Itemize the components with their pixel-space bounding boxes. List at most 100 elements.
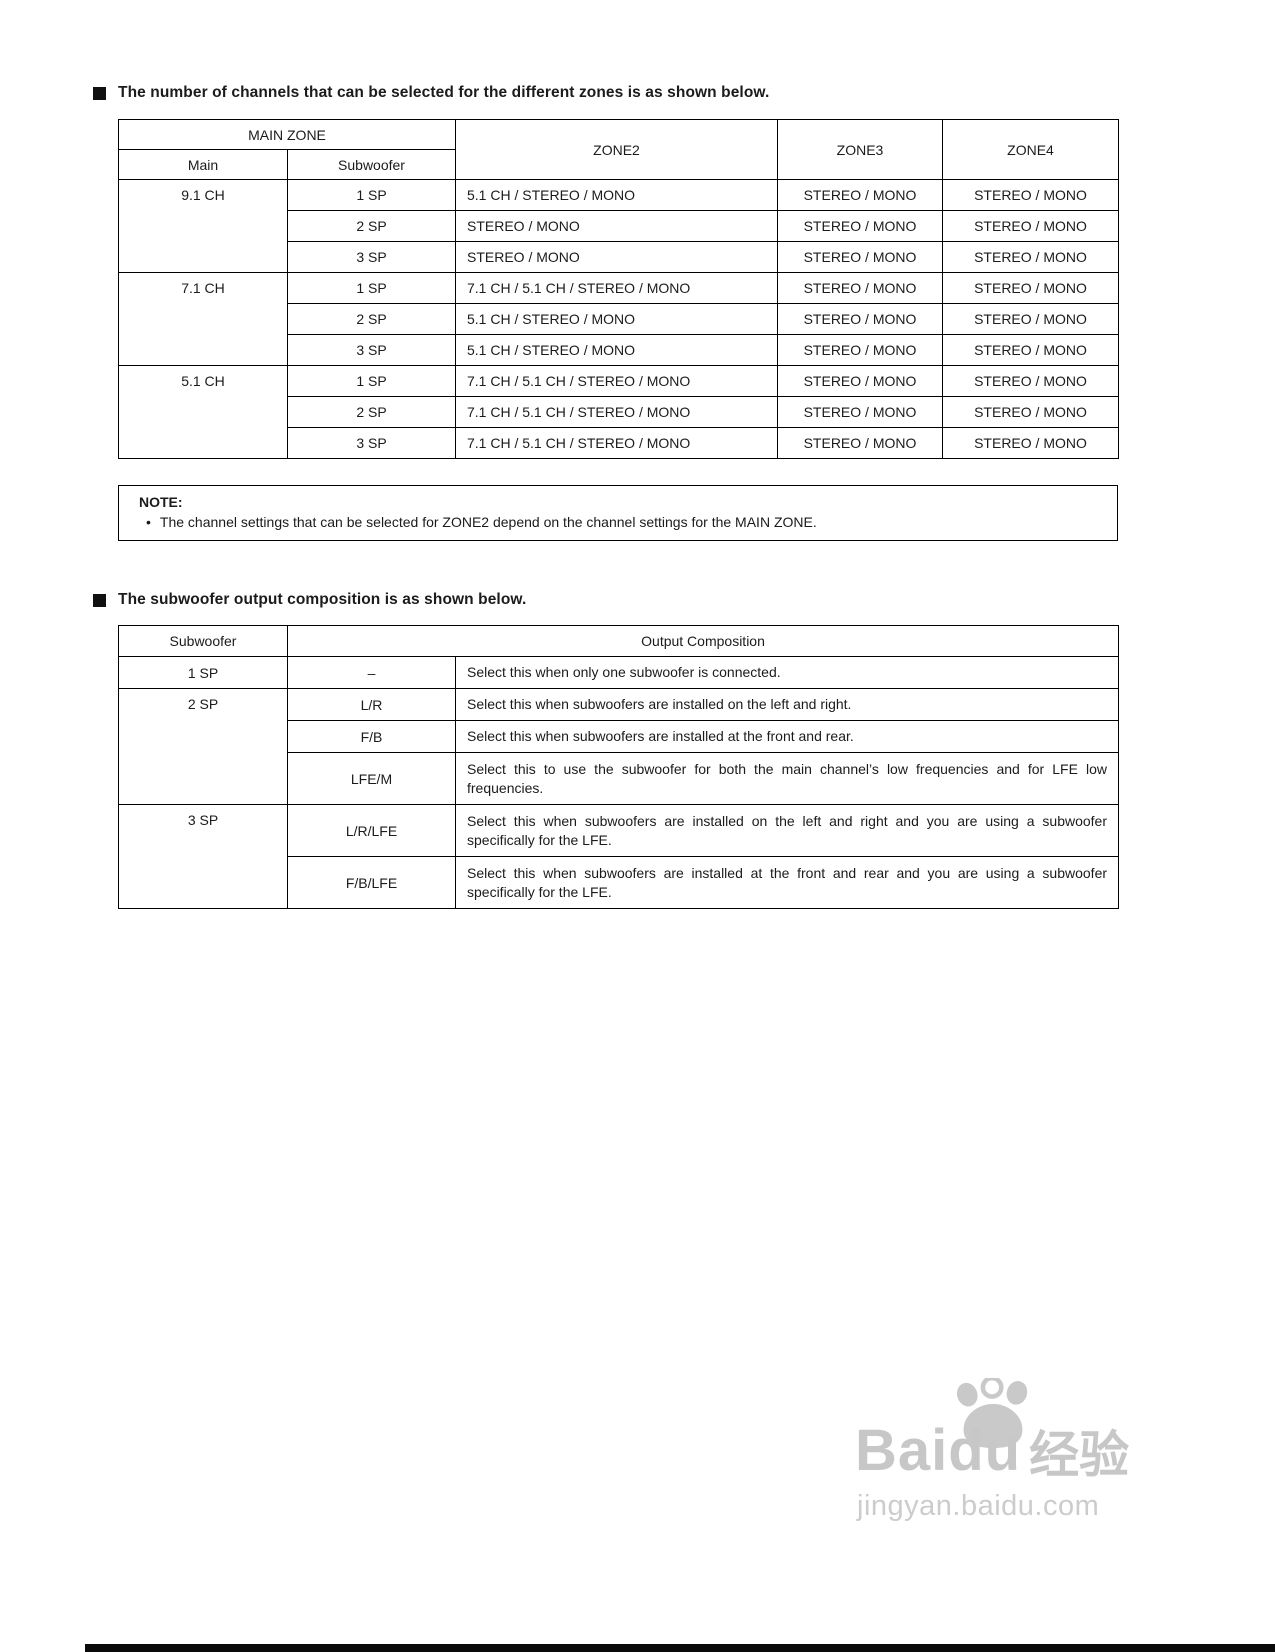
cell-zone2: 7.1 CH / 5.1 CH / STEREO / MONO [455,396,778,428]
cell-zone2: STEREO / MONO [455,241,778,273]
cell-zone3: STEREO / MONO [777,365,943,397]
col-header-zone3: ZONE3 [777,119,943,180]
cell-mode: L/R/LFE [287,804,456,857]
col-header-subwoofer: Subwoofer [287,149,456,180]
cell-main-channel: 7.1 CH [118,272,288,366]
cell-subwoofer-count: 2 SP [287,396,456,428]
table-row: 2 SP STEREO / MONO STEREO / MONO STEREO … [119,210,1119,242]
section-heading-subwoofer-text: The subwoofer output composition is as s… [118,591,527,608]
cell-description: Select this when subwoofers are installe… [454,804,1120,857]
cell-subwoofer-count: 2 SP [118,688,288,805]
cell-mode: F/B/LFE [287,856,456,909]
table-row: 3 SP 7.1 CH / 5.1 CH / STEREO / MONO STE… [119,427,1119,459]
cell-zone3: STEREO / MONO [777,396,943,428]
cell-description: Select this when subwoofers are installe… [454,688,1120,721]
cell-zone4: STEREO / MONO [942,427,1119,459]
cell-subwoofer-count: 1 SP [287,179,456,211]
subwoofer-table-header: Subwoofer Output Composition [118,625,1120,657]
subwoofer-table: Subwoofer Output Composition 1 SP – Sele… [118,625,1120,909]
cell-zone2: 7.1 CH / 5.1 CH / STEREO / MONO [455,427,778,459]
cell-description: Select this when subwoofers are installe… [454,720,1120,753]
cell-mode: LFE/M [287,752,456,805]
cell-zone2: 5.1 CH / STEREO / MONO [455,303,778,335]
cell-mode: – [287,656,456,689]
table-row: F/B Select this when subwoofers are inst… [119,720,1120,753]
bullet-icon: • [146,514,151,530]
square-bullet-icon [93,593,106,607]
table-row: 2 SP 7.1 CH / 5.1 CH / STEREO / MONO STE… [119,396,1119,428]
note-bullet-text: The channel settings that can be selecte… [159,514,817,530]
baidu-jingyan-cjk-text: 经验 [1029,1427,1130,1483]
section-heading-subwoofer: The subwoofer output composition is as s… [93,591,1118,609]
cell-zone2: 7.1 CH / 5.1 CH / STEREO / MONO [455,272,778,304]
cell-zone3: STEREO / MONO [777,334,943,366]
col-header-zone2: ZONE2 [455,119,778,180]
table-row: 2 SP L/R Select this when subwoofers are… [118,688,1120,805]
cell-zone3: STEREO / MONO [777,427,943,459]
scan-edge-bar [85,1644,1275,1652]
cell-zone4: STEREO / MONO [942,210,1119,242]
cell-zone3: STEREO / MONO [777,179,943,211]
cell-zone3: STEREO / MONO [777,241,943,273]
cell-zone3: STEREO / MONO [777,210,943,242]
table-row: 1 SP – Select this when only one subwoof… [118,656,1120,689]
cell-subwoofer-count: 1 SP [118,656,288,689]
cell-description: Select this to use the subwoofer for bot… [454,752,1120,805]
cell-zone2: STEREO / MONO [455,210,778,242]
cell-main-channel: 9.1 CH [118,179,288,273]
cell-zone4: STEREO / MONO [942,272,1119,304]
header-row-2: Main Subwoofer [118,149,1119,180]
cell-zone4: STEREO / MONO [942,334,1119,366]
col-header-main-zone: MAIN ZONE [118,119,456,150]
cell-subwoofer-count: 3 SP [287,241,456,273]
table-row: 3 SP 5.1 CH / STEREO / MONO STEREO / MON… [119,334,1119,366]
table-row: 5.1 CH 1 SP 7.1 CH / 5.1 CH / STEREO / M… [118,365,1119,459]
cell-mode: L/R [287,688,456,721]
cell-subwoofer-count: 1 SP [287,272,456,304]
cell-subwoofer-count: 3 SP [287,427,456,459]
cell-subwoofer-count: 2 SP [287,303,456,335]
table-row: 3 SP L/R/LFE Select this when subwoofers… [118,804,1120,909]
col-header-zone4: ZONE4 [942,119,1119,180]
cell-description: Select this when only one subwoofer is c… [454,656,1120,689]
col-header-output-composition: Output Composition [286,625,1120,657]
cell-zone4: STEREO / MONO [942,365,1119,397]
cell-zone4: STEREO / MONO [942,303,1119,335]
cell-main-channel: 5.1 CH [118,365,288,459]
channels-table-body: 9.1 CH 1 SP 5.1 CH / STEREO / MONO STERE… [118,179,1119,459]
channels-table-header: MAIN ZONE ZONE2 ZONE3 ZONE4 Main Subwoof… [118,119,1119,180]
subwoofer-table-body: 1 SP – Select this when only one subwoof… [118,656,1120,909]
page-content: The number of channels that can be selec… [93,84,1120,909]
section-heading-channels: The number of channels that can be selec… [93,84,1118,102]
cell-subwoofer-count: 3 SP [118,804,288,909]
cell-zone3: STEREO / MONO [777,272,943,304]
cell-zone4: STEREO / MONO [942,396,1119,428]
col-header-main: Main [118,149,288,180]
col-header-subwoofer: Subwoofer [118,625,288,657]
note-title: NOTE: [139,494,183,510]
square-bullet-icon [93,86,106,100]
cell-subwoofer-count: 3 SP [287,334,456,366]
baidu-watermark-brand-row: Baidu 经验 [855,1422,1130,1483]
header-row-1: MAIN ZONE ZONE2 ZONE3 ZONE4 [118,119,1119,180]
channels-table: MAIN ZONE ZONE2 ZONE3 ZONE4 Main Subwoof… [118,119,1119,459]
table-row: LFE/M Select this to use the subwoofer f… [119,752,1120,805]
cell-zone3: STEREO / MONO [777,303,943,335]
cell-zone2: 5.1 CH / STEREO / MONO [455,179,778,211]
note-box: NOTE: • The channel settings that can be… [118,485,1118,541]
table-row: F/B/LFE Select this when subwoofers are … [119,856,1120,909]
cell-zone2: 5.1 CH / STEREO / MONO [455,334,778,366]
header-row: Subwoofer Output Composition [118,625,1120,657]
cell-mode: F/B [287,720,456,753]
table-row: 9.1 CH 1 SP 5.1 CH / STEREO / MONO STERE… [118,179,1119,273]
cell-subwoofer-count: 2 SP [287,210,456,242]
baidu-watermark-url: jingyan.baidu.com [857,1490,1100,1522]
table-row: 2 SP 5.1 CH / STEREO / MONO STEREO / MON… [119,303,1119,335]
note-bullet-line: • The channel settings that can be selec… [139,514,1097,530]
cell-subwoofer-count: 1 SP [287,365,456,397]
table-row: 3 SP STEREO / MONO STEREO / MONO STEREO … [119,241,1119,273]
cell-zone4: STEREO / MONO [942,179,1119,211]
table-row: 7.1 CH 1 SP 7.1 CH / 5.1 CH / STEREO / M… [118,272,1119,366]
cell-description: Select this when subwoofers are installe… [454,856,1120,909]
